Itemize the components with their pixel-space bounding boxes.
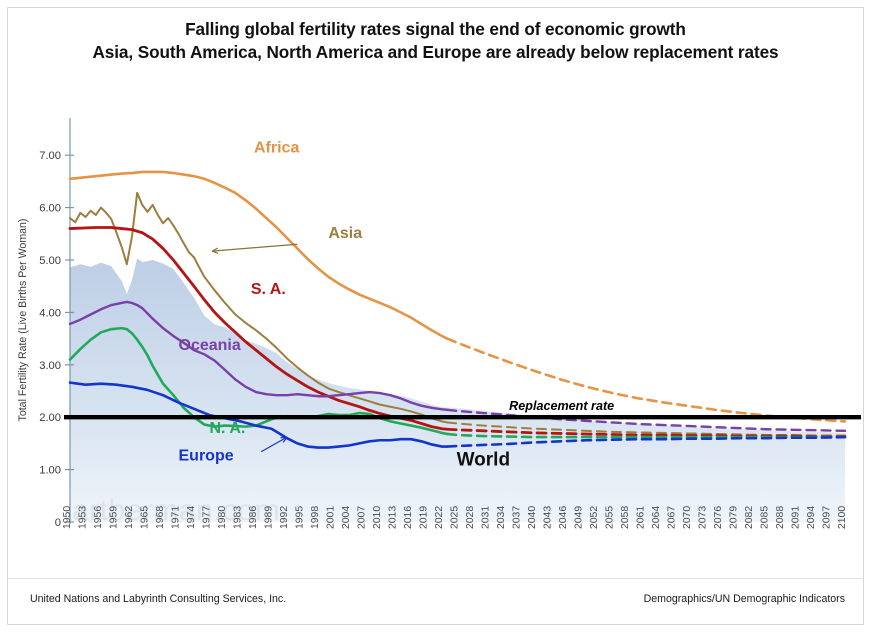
series-label-europe: Europe — [179, 448, 234, 465]
series-pointer-arrow — [280, 436, 288, 443]
y-axis-tick-label: 3.00 — [39, 360, 61, 372]
x-axis-tick-label: 1974 — [186, 506, 197, 529]
x-axis-tick-label: 2070 — [682, 506, 693, 529]
x-axis-tick-label: 2007 — [357, 506, 368, 529]
series-history-path — [68, 381, 449, 449]
x-axis-tick-label: 1980 — [217, 506, 228, 529]
x-axis-tick-label: 1986 — [248, 506, 259, 529]
series-label-oceania: Oceania — [179, 337, 241, 354]
footer-divider — [8, 578, 863, 579]
x-axis-tick-label: 2013 — [388, 506, 399, 529]
x-axis-tick-label: 1956 — [93, 506, 104, 529]
series-label-asia: Asia — [328, 225, 362, 242]
x-axis-tick-label: 2076 — [713, 506, 724, 529]
chart-title-line-1: Falling global fertility rates signal th… — [185, 19, 686, 39]
x-axis-tick-label: 2016 — [403, 506, 414, 529]
x-axis-tick-label: 2073 — [698, 506, 709, 529]
y-axis-tick-label: 7.00 — [39, 150, 61, 162]
series-projection-path — [445, 435, 847, 448]
x-axis-tick-label: 2082 — [744, 506, 755, 529]
x-axis-tick-label: 2091 — [791, 506, 802, 529]
x-axis-tick-label: 2046 — [558, 506, 569, 529]
x-axis-tick-label: 2010 — [372, 506, 383, 529]
x-axis-tick-label: 2037 — [512, 506, 523, 529]
x-axis-tick-label: 2052 — [589, 506, 600, 529]
x-axis-tick-label: 2004 — [341, 506, 352, 529]
x-axis-tick-label: 1992 — [279, 506, 290, 529]
x-axis-tick-label: 1953 — [78, 506, 89, 529]
x-axis-tick-label: 2094 — [806, 506, 817, 529]
series-history-path — [68, 170, 449, 340]
series-pointer-arrow — [211, 247, 219, 254]
series-pointer-line — [212, 243, 298, 252]
world-band-group: artberman.com — [70, 258, 845, 527]
series-projection-path — [445, 408, 847, 433]
watermark-text: artberman.com — [72, 494, 280, 527]
x-axis-tick-label: 1950 — [62, 506, 73, 529]
x-axis-tick-label: 1977 — [202, 506, 213, 529]
y-axis-tick-label: 2.00 — [39, 412, 61, 424]
series-label-north-america: N. A. — [210, 420, 246, 437]
x-axis-tick-label: 1965 — [140, 506, 151, 529]
series-pointer-line — [260, 436, 288, 453]
x-axis-tick-label: 2079 — [729, 506, 740, 529]
series-history-path — [68, 300, 449, 412]
x-axis-tick-label: 1959 — [109, 506, 120, 529]
reference-group: Replacement rate — [64, 399, 861, 420]
world-area — [70, 258, 845, 522]
x-axis-tick-label: 2001 — [326, 506, 337, 529]
series-label-africa: Africa — [254, 140, 299, 157]
x-axis-tick-label: 2034 — [496, 506, 507, 529]
x-axis-tick-label: 1971 — [171, 506, 182, 529]
y-axis-title: Total Fertility Rate (Live Births Per Wo… — [17, 219, 29, 422]
y-axis-tick-label: 1.00 — [39, 465, 61, 477]
x-axis-tick-label: 2040 — [527, 506, 538, 529]
series-projection-path — [445, 427, 847, 438]
series-label-south-america: S. A. — [251, 281, 286, 298]
x-axis-tick-label: 1968 — [155, 506, 166, 529]
x-axis-tick-label: 1983 — [233, 506, 244, 529]
chart-title-line-2: Asia, South America, North America and E… — [92, 42, 779, 63]
x-axis-tick-label: 2085 — [760, 506, 771, 529]
x-axis-tick-label: 2025 — [450, 506, 461, 529]
x-axis-tick-label: 2055 — [605, 506, 616, 529]
label-group: Africa Asia S. A. Oceania N. A. Europe World — [179, 140, 511, 471]
x-axis-tick-label: 2049 — [574, 506, 585, 529]
axes-group: 0 1.00 2.00 3.00 4.00 5.00 6.00 7.00 Total Ferti… — [17, 118, 848, 529]
footer-source: United Nations and Labyrinth Consulting … — [30, 593, 287, 605]
x-axis-tick-label: 2028 — [465, 506, 476, 529]
series-group — [68, 170, 847, 449]
x-axis-tick-label: 2019 — [419, 506, 430, 529]
y-axis-tick-label: 5.00 — [39, 255, 61, 267]
x-axis-tick-label: 2067 — [667, 506, 678, 529]
x-axis-tick-label: 2058 — [620, 506, 631, 529]
x-axis-tick-label: 2022 — [434, 506, 445, 529]
y-axis-tick-label: 6.00 — [39, 203, 61, 215]
x-axis-tick-label: 2088 — [775, 506, 786, 529]
x-axis-tick-label: 1962 — [124, 506, 135, 529]
chart-title-block: Falling global fertility rates signal th… — [0, 18, 871, 64]
series-oceania — [68, 300, 847, 433]
x-axis-tick-label: 1995 — [295, 506, 306, 529]
series-projection-path — [445, 337, 847, 423]
x-axis-tick-label: 2097 — [822, 506, 833, 529]
x-axis-tick-label: 2064 — [651, 506, 662, 529]
footer-dataset: Demographics/UN Demographic Indicators — [643, 593, 845, 605]
series-projection-path — [446, 421, 846, 437]
y-axis-tick-label: 0 — [55, 517, 61, 529]
world-area-label: World — [457, 449, 510, 470]
x-axis-tick-label: 1989 — [264, 506, 275, 529]
y-axis-tick-label: 4.00 — [39, 307, 61, 319]
x-axis-tick-label: 2061 — [636, 506, 647, 529]
x-axis-tick-label: 2100 — [837, 506, 848, 529]
x-axis-tick-label: 2031 — [481, 506, 492, 529]
replacement-rate-label: Replacement rate — [509, 399, 614, 413]
x-axis-tick-label: 2043 — [543, 506, 554, 529]
series-europe — [68, 381, 847, 449]
x-axis-tick-label: 1998 — [310, 506, 321, 529]
